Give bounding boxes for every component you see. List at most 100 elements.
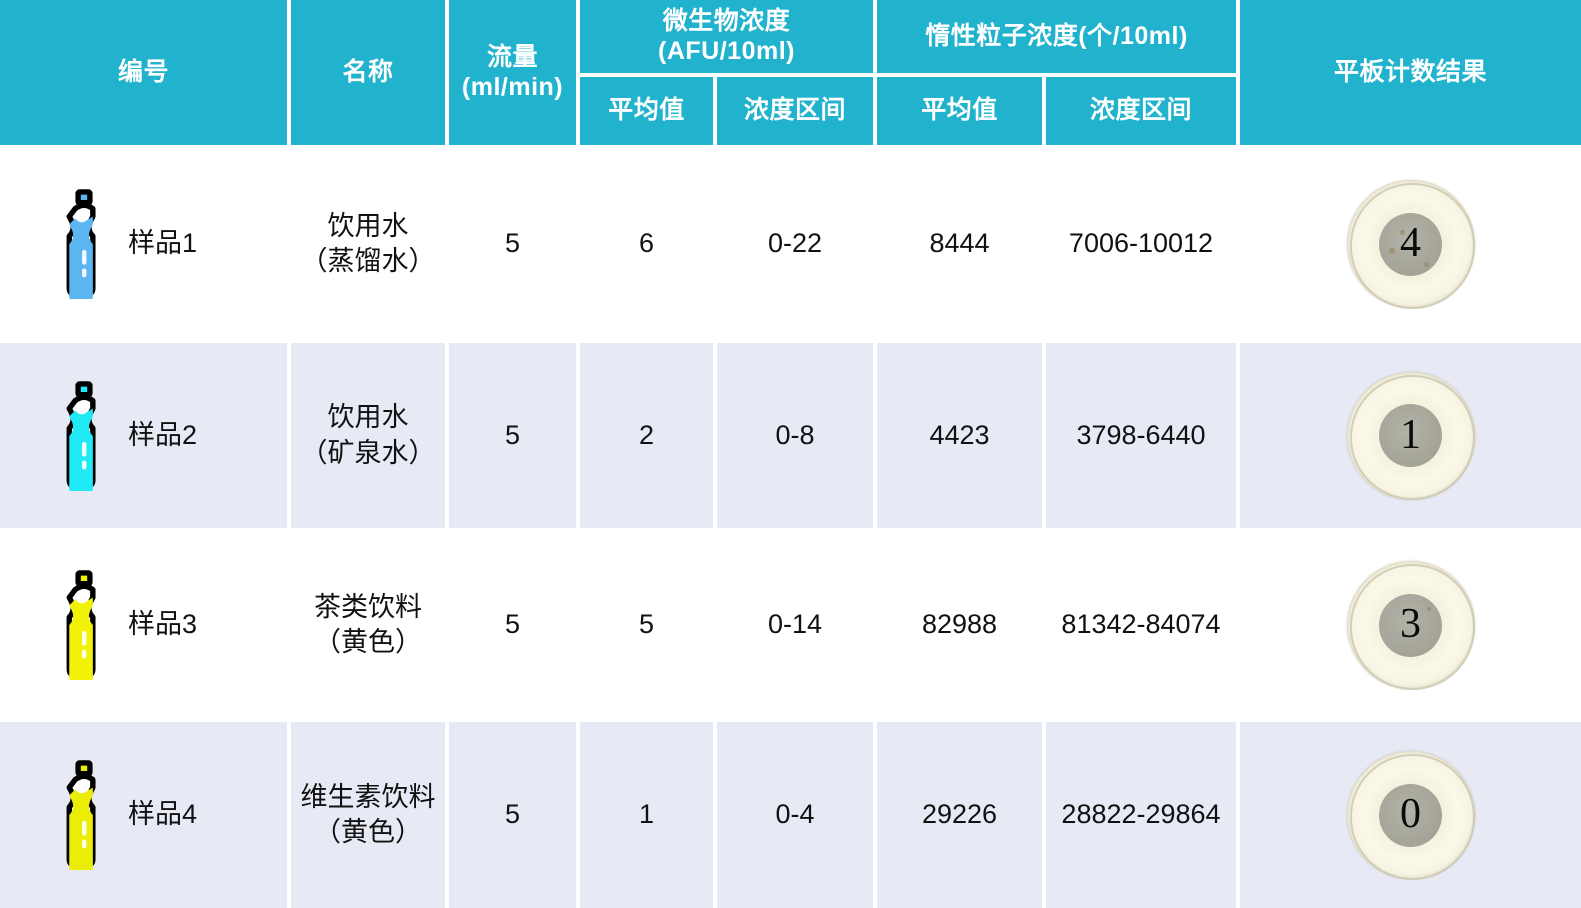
header-label-name: 名称: [342, 57, 394, 86]
cell-sample-id: 样品4: [0, 722, 287, 908]
header-label-microbe-mean: 平均值: [608, 96, 685, 125]
cell-inert-mean: 8444: [877, 145, 1042, 343]
header-label-flow: 流量: [486, 43, 538, 71]
cell-inert-range: 28822-29864: [1046, 722, 1236, 908]
sample-name-line2: （矿泉水）: [300, 437, 436, 468]
header-label-microbe-unit: (AFU/10ml): [658, 36, 795, 65]
cell-microbe-mean: 2: [580, 343, 713, 528]
bottle-icon: [62, 570, 106, 680]
header-group-inert: 惰性粒子浓度(个/10ml): [877, 0, 1236, 73]
inert-mean-value: 82988: [921, 609, 998, 640]
plate-count-value: 0: [1400, 791, 1421, 837]
header-label-plate: 平板计数结果: [1333, 57, 1487, 86]
sample-name-line2: （蒸馏水）: [300, 246, 436, 276]
header-label-id: 编号: [117, 57, 169, 86]
bottle-icon: [62, 189, 106, 299]
cell-microbe-range: 0-14: [717, 528, 873, 722]
cell-inert-mean: 29226: [877, 722, 1042, 908]
petri-dish-agar: 4: [1379, 212, 1442, 276]
cell-plate-result: 0: [1240, 722, 1581, 908]
petri-dish-agar: 1: [1379, 404, 1442, 467]
header-cell-flow: 流量 (ml/min): [449, 0, 576, 145]
inert-range-value: 81342-84074: [1061, 609, 1221, 640]
cell-flow-rate: 5: [449, 145, 576, 343]
header-sub-microbe-range: 浓度区间: [717, 77, 873, 145]
column-separator: [873, 722, 877, 908]
header-sub-inert-range: 浓度区间: [1046, 77, 1236, 145]
cell-flow-rate: 5: [449, 528, 576, 722]
microbe-mean-value: 2: [638, 419, 655, 450]
table-row: 样品1 饮用水 （蒸馏水） 5 6 0-22 8444 7006-10012 4: [0, 145, 1581, 343]
microbe-mean-value: 1: [638, 799, 655, 830]
header-label-inert-mean: 平均值: [921, 96, 998, 125]
cell-inert-range: 3798-6440: [1046, 343, 1236, 528]
petri-dish-agar: 0: [1379, 783, 1442, 847]
column-separator: [445, 722, 449, 908]
sample-id-label: 样品1: [128, 228, 198, 259]
table-row: 样品3 茶类饮料 （黄色） 5 5 0-14 82988 81342-84074 3: [0, 528, 1581, 722]
cell-microbe-range: 0-8: [717, 343, 873, 528]
cell-inert-mean: 82988: [877, 528, 1042, 722]
cell-plate-result: 3: [1240, 528, 1581, 722]
column-separator: [713, 343, 717, 528]
cell-sample-id: 样品2: [0, 343, 287, 528]
cell-microbe-range: 0-22: [717, 145, 873, 343]
microbe-mean-value: 5: [638, 609, 655, 640]
column-separator: [713, 722, 717, 908]
column-separator: [445, 343, 449, 528]
petri-dish: 1: [1346, 371, 1476, 501]
header-cell-plate: 平板计数结果: [1240, 0, 1581, 145]
flow-rate-value: 5: [504, 419, 521, 450]
sample-name-line1: 茶类饮料: [314, 591, 422, 622]
header-sub-microbe-mean: 平均值: [580, 77, 713, 145]
header-label-microbe-range: 浓度区间: [743, 96, 846, 125]
column-separator: [287, 343, 291, 528]
inert-mean-value: 8444: [929, 228, 990, 259]
sample-id-label: 样品3: [128, 609, 198, 640]
cell-flow-rate: 5: [449, 343, 576, 528]
table-header: 编号 名称 流量 (ml/min) 微生物浓度 (AFU/10ml) 惰性粒子浓…: [0, 0, 1581, 145]
sample-name-line1: 饮用水: [327, 210, 409, 241]
cell-sample-name: 维生素饮料 （黄色）: [291, 722, 445, 908]
table-row: 样品4 维生素饮料 （黄色） 5 1 0-4 29226 28822-29864 0: [0, 722, 1581, 908]
header-group-microbe: 微生物浓度 (AFU/10ml): [580, 0, 873, 73]
column-separator: [1236, 722, 1240, 908]
header-label-inert-range: 浓度区间: [1089, 96, 1192, 125]
column-separator: [1236, 343, 1240, 528]
microbe-range-value: 0-8: [775, 419, 815, 450]
cell-microbe-mean: 6: [580, 145, 713, 343]
inert-range-value: 28822-29864: [1061, 799, 1221, 830]
sample-name-line2: （黄色）: [314, 817, 422, 847]
petri-dish: 3: [1346, 561, 1476, 690]
inert-mean-value: 4423: [929, 419, 990, 450]
cell-microbe-mean: 1: [580, 722, 713, 908]
microbe-range-value: 0-22: [767, 228, 823, 259]
plate-count-value: 4: [1400, 220, 1421, 266]
sample-id-label: 样品2: [128, 419, 198, 450]
cell-sample-id: 样品3: [0, 528, 287, 722]
microbe-range-value: 0-4: [775, 799, 815, 830]
petri-dish: 4: [1346, 180, 1476, 309]
petri-dish-agar: 3: [1379, 593, 1442, 657]
microbe-mean-value: 6: [638, 228, 655, 259]
sample-name-line1: 维生素饮料: [300, 781, 436, 812]
header-sub-inert-mean: 平均值: [877, 77, 1042, 145]
flow-rate-value: 5: [504, 799, 521, 830]
cell-plate-result: 1: [1240, 343, 1581, 528]
sample-name-line2: （黄色）: [314, 627, 422, 657]
bottle-icon: [62, 760, 106, 870]
column-separator: [1042, 722, 1046, 908]
flow-rate-value: 5: [504, 609, 521, 640]
plate-count-value: 3: [1400, 601, 1421, 647]
header-label-flow-unit: (ml/min): [461, 72, 564, 101]
inert-mean-value: 29226: [921, 799, 998, 830]
cell-sample-name: 茶类饮料 （黄色）: [291, 528, 445, 722]
column-separator: [873, 343, 877, 528]
header-cell-id: 编号: [0, 0, 287, 145]
flow-rate-value: 5: [504, 228, 521, 259]
cell-sample-name: 饮用水 （蒸馏水）: [291, 145, 445, 343]
sample-id-label: 样品4: [128, 799, 198, 830]
cell-flow-rate: 5: [449, 722, 576, 908]
column-separator: [1042, 343, 1046, 528]
